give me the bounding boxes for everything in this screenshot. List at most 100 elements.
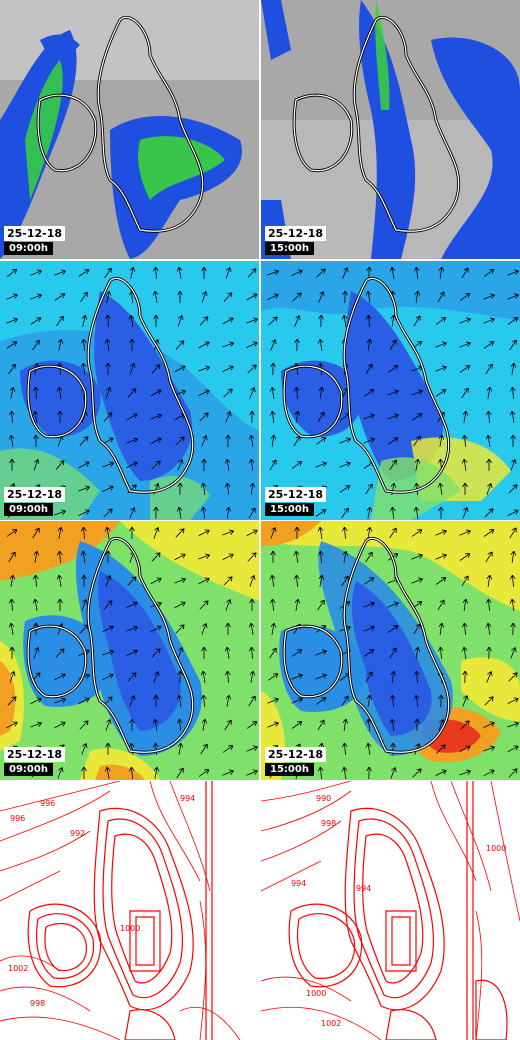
wind-arrow	[387, 625, 399, 633]
wind-arrow	[200, 482, 207, 495]
wind-arrow	[437, 599, 445, 611]
wind-arrow	[8, 622, 15, 635]
wind-arrow	[315, 509, 327, 517]
wind-arrow	[152, 742, 159, 756]
wind-arrow	[246, 721, 258, 729]
wind-arrow	[462, 507, 469, 519]
wind-arrow	[102, 625, 114, 633]
timestamp-date: 25-12-18	[4, 487, 66, 502]
wind-arrow	[269, 459, 277, 471]
wind-arrow	[435, 341, 447, 348]
wind-arrow	[339, 437, 351, 444]
timestamp-date: 25-12-18	[265, 747, 327, 762]
wind-arrow	[435, 365, 447, 372]
wind-arrow	[318, 314, 324, 328]
wind-arrow	[413, 694, 420, 707]
wind-arrow	[248, 646, 255, 660]
wind-arrow	[365, 314, 372, 328]
wind-arrow	[294, 598, 301, 611]
wind-arrow	[437, 291, 445, 303]
wind-arrow	[363, 389, 375, 397]
wind-arrow	[81, 766, 87, 780]
wind-arrow	[57, 338, 64, 351]
wind-arrow	[201, 623, 208, 635]
wind-arrow	[459, 341, 471, 348]
wind-arrow	[270, 550, 276, 564]
isobar-map-panel-right: 990 998 994 1000 994 1002 1000	[261, 781, 520, 1040]
wind-arrow	[269, 386, 276, 399]
wind-arrow	[413, 670, 420, 684]
wind-arrow	[483, 317, 495, 324]
wind-arrow	[387, 413, 399, 420]
wind-arrow	[30, 317, 42, 325]
wind-arrow	[151, 552, 161, 562]
wind-arrow	[411, 529, 423, 537]
wind-arrow	[32, 386, 39, 400]
wind-arrow	[174, 553, 186, 561]
wind-arrow	[291, 697, 303, 704]
wind-arrow	[317, 766, 324, 780]
wind-arrow	[510, 622, 516, 636]
wind-arrow	[129, 695, 136, 707]
wind-arrow	[486, 671, 493, 683]
wind-arrow	[485, 598, 492, 612]
wind-arrow	[269, 598, 276, 612]
wind-arrow	[81, 574, 87, 588]
wind-arrow	[365, 363, 373, 375]
wind-arrow	[102, 673, 114, 681]
wind-arrow	[225, 267, 232, 279]
wind-arrow	[270, 527, 277, 539]
wind-arrow	[342, 267, 349, 279]
wind-arrow	[486, 646, 492, 660]
wind-arrow	[54, 509, 66, 516]
wind-arrow	[389, 647, 397, 659]
wind-arrow	[249, 598, 255, 612]
wind-arrow	[54, 269, 66, 276]
wind-arrow	[461, 267, 469, 279]
wind-arrow	[153, 527, 160, 539]
wind-arrow	[223, 388, 233, 398]
timestamp-time: 15:00h	[265, 763, 314, 776]
wind-arrow	[268, 316, 278, 326]
wind-arrow	[248, 507, 256, 519]
wind-arrow	[177, 459, 184, 471]
wind-arrow	[387, 437, 399, 445]
wind-arrow	[78, 485, 90, 492]
wind-arrow	[153, 671, 160, 683]
wind-arrow	[317, 338, 324, 351]
wind-arrow	[177, 742, 184, 755]
wind-arrow	[225, 622, 231, 636]
wind-arrow	[54, 721, 66, 729]
wind-arrow	[485, 434, 492, 447]
wind-arrow	[508, 768, 518, 778]
wind-arrow	[152, 718, 159, 731]
wind-arrow	[78, 461, 90, 469]
isobar-label: 996	[40, 799, 55, 808]
wind-arrow	[510, 362, 517, 375]
wind-arrow	[507, 293, 519, 300]
wind-arrow	[126, 461, 138, 468]
wind-arrow	[461, 575, 469, 587]
wind-arrow	[32, 527, 40, 539]
wind-arrow	[57, 598, 63, 612]
wind-arrow	[389, 266, 396, 279]
wind-arrow	[222, 553, 234, 561]
wind-arrow	[438, 622, 445, 635]
wind-arrow	[224, 646, 231, 659]
wind-arrow	[102, 461, 114, 468]
wind-arrow	[294, 526, 300, 540]
wind-arrow	[8, 598, 15, 612]
wind-arrow	[436, 744, 446, 754]
wind-arrow	[176, 694, 183, 707]
wind-arrow	[224, 458, 231, 471]
isobar-label: 994	[291, 879, 306, 888]
isobar-label: 994	[356, 884, 371, 893]
wind-arrow	[175, 528, 185, 538]
wind-arrow	[78, 269, 90, 277]
wind-arrow	[177, 290, 183, 304]
wind-arrow	[366, 506, 373, 519]
wind-arrow	[291, 269, 303, 276]
wind-arrow	[363, 577, 375, 585]
wind-arrow	[201, 266, 207, 280]
wind-arrow	[246, 529, 258, 537]
